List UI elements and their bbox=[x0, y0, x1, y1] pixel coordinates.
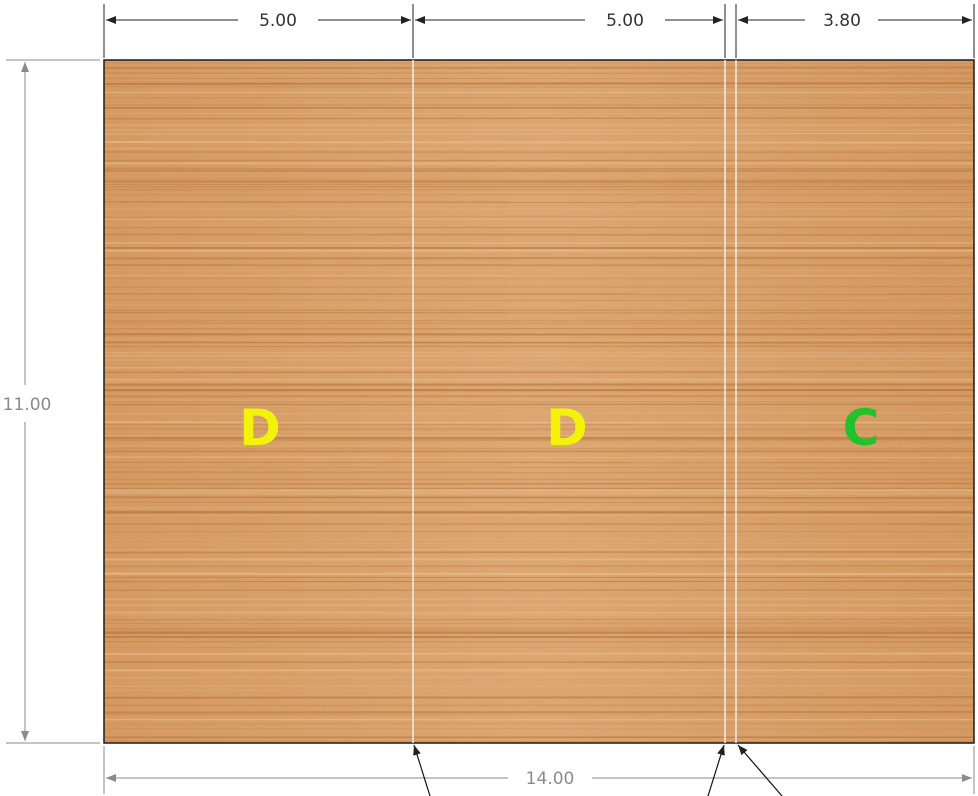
leader-arrow-1 bbox=[413, 744, 431, 796]
dimension-top-2-label: 5.00 bbox=[606, 11, 644, 31]
zone-label-3: C bbox=[843, 399, 880, 457]
dimension-top-1-label: 5.00 bbox=[259, 11, 297, 31]
zone-label-2: D bbox=[546, 399, 588, 457]
dimension-top-2: 5.00 bbox=[415, 11, 723, 31]
dimension-overall-width: 14.00 bbox=[103, 746, 975, 794]
dimension-overall-width-label: 14.00 bbox=[526, 769, 575, 789]
zone-label-1: D bbox=[239, 399, 281, 457]
leader-arrows bbox=[413, 744, 783, 796]
dimension-height-label: 11.00 bbox=[3, 395, 52, 415]
cut-lines bbox=[412, 60, 737, 743]
wood-panel bbox=[103, 59, 975, 744]
dimension-top-3: 3.80 bbox=[738, 11, 972, 31]
dimension-height: 11.00 bbox=[3, 59, 100, 744]
leader-arrow-2 bbox=[707, 744, 725, 796]
dimension-top-3-label: 3.80 bbox=[823, 11, 861, 31]
leader-arrow-3 bbox=[737, 744, 783, 796]
top-extension-lines bbox=[103, 4, 975, 58]
wood-grain bbox=[104, 62, 974, 742]
dimension-top-1: 5.00 bbox=[106, 11, 411, 31]
